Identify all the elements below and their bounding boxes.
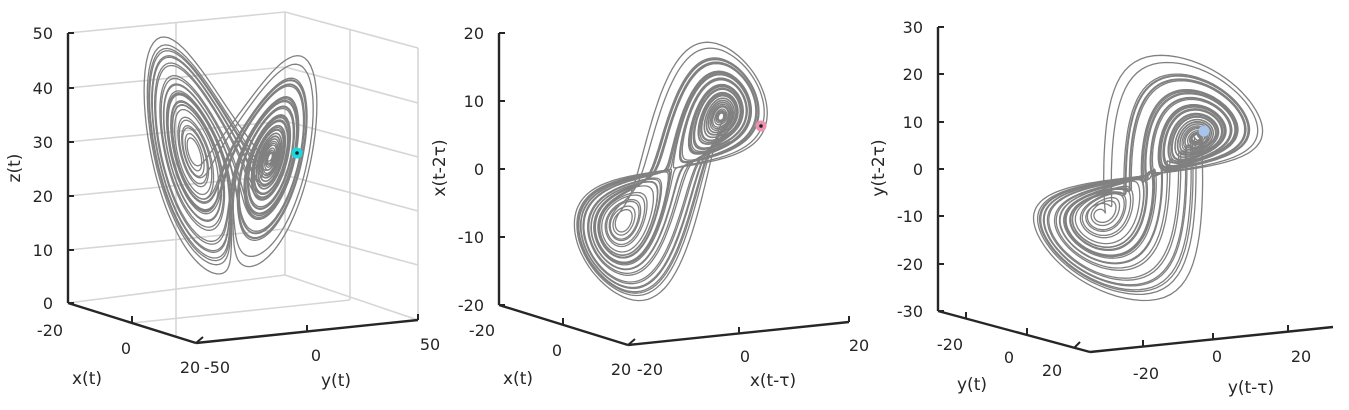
panel-3-xticklabel-0: -20 [937,335,963,354]
panel-1: 50 40 30 20 10 0 -20 0 20 -50 0 50 z(t) … [5,11,440,391]
panel-3-zticklabel-2: 10 [903,113,923,132]
panel-2-ylabel: x(t-τ) [750,371,796,391]
panel-1-zticklabel-2: 30 [33,133,53,152]
panel-3-zlabel: y(t-2τ) [869,139,889,196]
panel-1-zticklabel-4: 10 [33,241,53,260]
panel-2-trajectory-segment-9 [580,72,752,289]
panel-2-zticklabel-3: -10 [458,228,484,247]
panel-3-zticklabel-0: 30 [903,18,923,37]
panel-1-zticklabel-3: 20 [33,187,53,206]
panel-1-attractor [143,36,318,275]
panel-2-yticklabel-0: -20 [637,360,663,379]
panel-1-xticklabel-2: 20 [180,358,200,377]
panel-1-zticklabel-5: 0 [43,294,53,313]
panel-1-gridlines [67,11,419,338]
panel-2-xticklabel-1: 0 [552,341,562,360]
panel-2-trajectory-segment-6 [578,61,758,293]
panel-1-yticklabel-0: -50 [204,358,230,377]
panel-3-trajectory-segment-9 [1043,90,1238,286]
panel-3-yticklabel-0: -20 [1133,364,1159,383]
panel-2-xlabel: x(t) [503,369,533,389]
panel-3-xticklabel-2: 20 [1042,361,1062,380]
panel-1-yticklabel-1: 0 [311,346,321,365]
panel-2-trajectory-segment-7 [583,58,760,283]
panel-2-trajectory-segment-8 [576,73,751,297]
panel-2-trajectory-segment-5 [573,100,734,302]
panel-1-xlabel: x(t) [72,369,102,389]
panel-2-yticklabel-2: 20 [849,336,869,355]
panel-3-zticklabel-1: 20 [903,65,923,84]
panel-1-zlabel: z(t) [5,154,25,183]
panel-3-zticklabel-5: -20 [897,255,923,274]
panel-3-attractor [1032,54,1264,302]
panel-2-marker [755,120,767,132]
panel-3-yticklabel-1: 0 [1212,347,1222,366]
panel-1-xticklabel-0: -20 [37,321,63,340]
panel-2-trajectory-segment-4 [593,41,768,265]
panel-2-zticklabel-0: 20 [464,24,484,43]
panel-3-axes [936,27,1334,354]
panel-2-zticklabel-2: 0 [474,160,484,179]
panel-1-marker [291,147,303,159]
panel-2-zticklabel-1: 10 [464,92,484,111]
panel-1-trajectory-segment-6 [148,50,305,259]
panel-3-zticklabel-4: -10 [897,207,923,226]
panel-3-xlabel: y(t) [957,375,987,395]
panel-2-attractor [573,41,768,302]
panel-1-ticks [68,32,419,344]
panel-3-zticklabel-3: 0 [913,160,923,179]
panel-3-marker [1198,125,1210,137]
panel-2-ticks [499,32,850,346]
panel-3-trajectory-segment-6 [1040,78,1247,291]
panel-3-xticklabel-1: 0 [1004,348,1014,367]
panel-3: 30 20 10 0 -10 -20 -30 -20 0 20 -20 0 20… [869,18,1334,398]
panel-2-xticklabel-0: -20 [469,321,495,340]
panel-1-zticklabel-0: 50 [33,24,53,43]
panel-3-ylabel: y(t-τ) [1228,378,1274,398]
panel-2: 20 10 0 -10 -20 -20 0 20 -20 0 20 x(t-2τ… [430,24,869,391]
panel-2-yticklabel-1: 0 [740,347,750,366]
panel-2-zticklabel-4: -20 [458,296,484,315]
panel-1-trajectory-segment-7 [155,64,308,242]
panel-2-xticklabel-2: 20 [611,360,631,379]
panel-1-trajectory-segment-9 [151,56,299,252]
panel-1-zticklabel-1: 40 [33,79,53,98]
panel-3-zticklabel-6: -30 [897,302,923,321]
panel-1-yticklabel-2: 50 [420,335,440,354]
panel-3-yticklabel-2: 20 [1291,347,1311,366]
panel-3-ticks [938,26,1289,349]
panel-1-xticklabel-1: 0 [121,339,131,358]
panel-2-zlabel: x(t-2τ) [430,139,450,196]
panel-1-ylabel: y(t) [321,371,351,391]
